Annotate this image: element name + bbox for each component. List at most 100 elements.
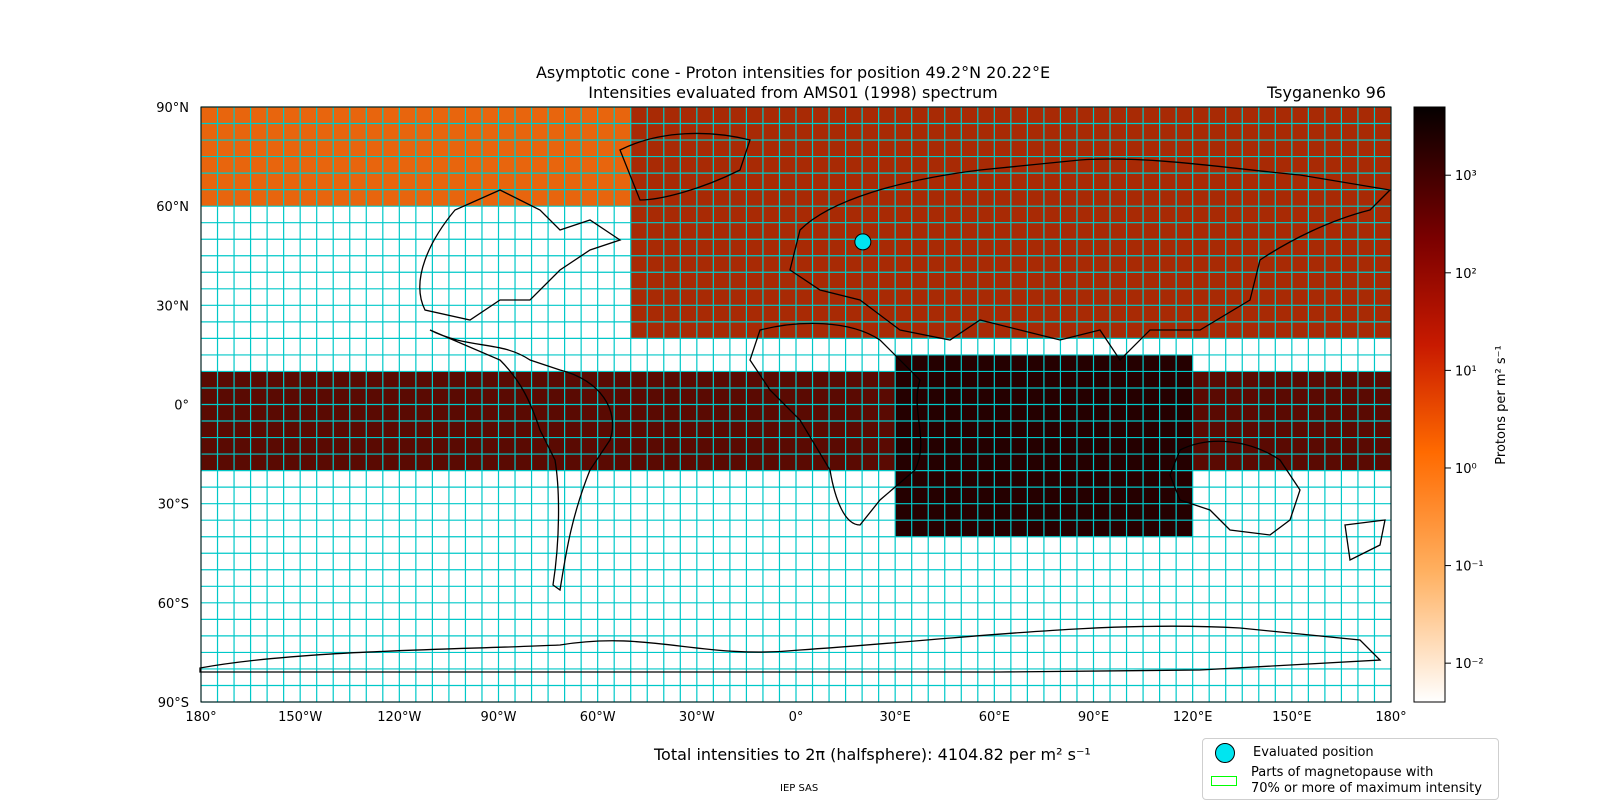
heatmap-cell (812, 536, 830, 554)
heatmap-cell (498, 222, 516, 240)
heatmap-cell (1176, 222, 1193, 240)
heatmap-cell (1291, 272, 1309, 289)
heatmap-cell (515, 586, 532, 603)
heatmap-cell (862, 321, 879, 339)
heatmap-cell (1060, 321, 1077, 339)
heatmap-cell (1027, 123, 1044, 141)
heatmap-cell (349, 619, 367, 636)
heatmap-cell (316, 305, 334, 322)
heatmap-cell (1060, 140, 1077, 157)
heatmap-cell (812, 487, 830, 504)
heatmap-cell (1308, 635, 1325, 653)
heatmap-cell (812, 619, 830, 636)
heatmap-cell (829, 371, 846, 388)
heatmap-cell (1324, 652, 1342, 669)
heatmap-cell (1225, 189, 1243, 207)
heatmap-cell (1374, 239, 1391, 256)
x-tick-label: 30°E (880, 710, 911, 725)
heatmap-cell (977, 602, 995, 620)
heatmap-cell (1275, 520, 1292, 537)
heatmap-cell (862, 140, 879, 157)
heatmap-cell (316, 239, 334, 256)
heatmap-cell (250, 354, 268, 372)
heatmap-cell (1225, 652, 1243, 669)
heatmap-cell (994, 338, 1011, 355)
heatmap-cell (316, 206, 334, 223)
heatmap-cell (217, 189, 235, 207)
heatmap-cell (1192, 222, 1210, 240)
heatmap-cell (1275, 123, 1292, 141)
heatmap-cell (1192, 503, 1210, 521)
heatmap-cell (944, 255, 962, 273)
heatmap-cell (1010, 652, 1028, 669)
heatmap-cell (1209, 140, 1226, 157)
heatmap-cell (234, 107, 251, 124)
heatmap-cell (1324, 404, 1342, 422)
heatmap-cell (481, 437, 499, 455)
heatmap-cell (217, 437, 235, 455)
heatmap-cell (267, 140, 284, 157)
heatmap-cell (1143, 553, 1160, 570)
heatmap-cell (928, 288, 945, 306)
heatmap-cell (1060, 305, 1077, 322)
heatmap-cell (1143, 239, 1160, 256)
heatmap-cell (564, 470, 582, 488)
heatmap-cell (796, 140, 813, 157)
heatmap-cell (1126, 255, 1144, 273)
heatmap-cell (895, 173, 912, 190)
heatmap-cell (812, 354, 830, 372)
heatmap-cell (1308, 354, 1325, 372)
heatmap-cell (1126, 470, 1144, 488)
heatmap-cell (300, 206, 317, 223)
heatmap-cell (1374, 338, 1391, 355)
heatmap-cell (1159, 520, 1177, 537)
heatmap-cell (994, 404, 1011, 422)
heatmap-cell (1076, 520, 1094, 537)
heatmap-cell (746, 387, 763, 405)
heatmap-cell (1126, 668, 1144, 686)
heatmap-cell (1258, 437, 1276, 455)
heatmap-cell (1242, 652, 1259, 669)
heatmap-cell (1341, 173, 1358, 190)
heatmap-cell (366, 173, 383, 190)
heatmap-cell (713, 553, 730, 570)
heatmap-cell (1027, 487, 1044, 504)
heatmap-cell (1126, 288, 1144, 306)
heatmap-cell (1143, 354, 1160, 372)
heatmap-cell (432, 107, 449, 124)
heatmap-cell (862, 619, 879, 636)
heatmap-cell (1110, 536, 1127, 554)
heatmap-cell (548, 454, 565, 471)
heatmap-cell (630, 338, 648, 355)
heatmap-cell (630, 437, 648, 455)
heatmap-cell (283, 553, 301, 570)
heatmap-cell (862, 520, 879, 537)
heatmap-cell (564, 487, 582, 504)
heatmap-cell (283, 123, 301, 141)
heatmap-cell (1060, 520, 1077, 537)
heatmap-cell (267, 470, 284, 488)
heatmap-cell (234, 404, 251, 422)
heatmap-cell (531, 668, 549, 686)
heatmap-cell (548, 156, 565, 174)
heatmap-cell (481, 553, 499, 570)
heatmap-cell (680, 354, 697, 372)
heatmap-cell (928, 685, 945, 702)
heatmap-cell (647, 107, 664, 124)
heatmap-cell (1275, 421, 1292, 438)
heatmap-cell (1324, 387, 1342, 405)
heatmap-cell (432, 189, 449, 207)
x-tick-label: 30°W (679, 710, 715, 725)
heatmap-cell (1275, 602, 1292, 620)
heatmap-cell (1027, 387, 1044, 405)
heatmap-cell (614, 222, 631, 240)
heatmap-cell (1291, 255, 1309, 273)
heatmap-cell (1374, 454, 1391, 471)
heatmap-cell (729, 123, 747, 141)
heatmap-cell (1110, 421, 1127, 438)
heatmap-cell (977, 470, 995, 488)
heatmap-cell (1209, 569, 1226, 587)
heatmap-cell (564, 503, 582, 521)
heatmap-cell (283, 173, 301, 190)
heatmap-cell (267, 371, 284, 388)
